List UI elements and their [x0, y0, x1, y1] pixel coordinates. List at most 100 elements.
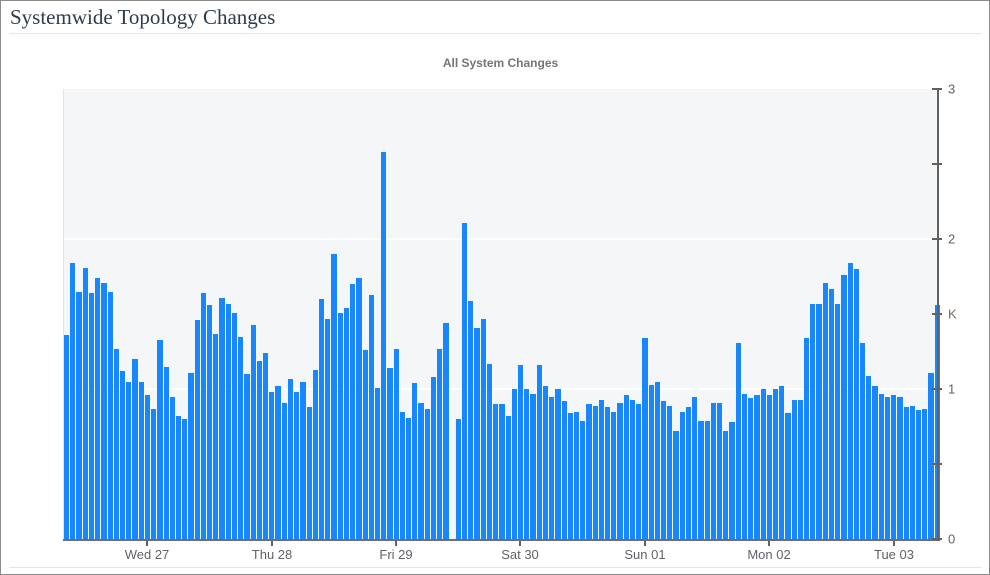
bar[interactable] [791, 399, 797, 539]
bar[interactable] [101, 282, 107, 539]
bar[interactable] [536, 365, 542, 539]
bar[interactable] [704, 420, 710, 539]
bar[interactable] [841, 275, 847, 539]
bar[interactable] [318, 299, 325, 539]
bar[interactable] [735, 342, 741, 539]
bar[interactable] [350, 284, 356, 539]
bar[interactable] [437, 348, 443, 539]
bar[interactable] [157, 339, 163, 539]
bar[interactable] [219, 297, 225, 539]
bar[interactable] [922, 408, 928, 539]
bar[interactable] [878, 393, 884, 539]
bar[interactable] [729, 422, 735, 539]
bar[interactable] [623, 395, 629, 539]
bar[interactable] [244, 374, 250, 539]
bar[interactable] [549, 396, 555, 539]
bar[interactable] [891, 395, 897, 539]
bar[interactable] [399, 411, 406, 539]
bar[interactable] [698, 420, 704, 539]
bar[interactable] [88, 293, 95, 539]
bar[interactable] [406, 417, 412, 539]
bar[interactable] [325, 318, 331, 539]
bar[interactable] [679, 411, 685, 539]
bar[interactable] [393, 348, 399, 539]
bar[interactable] [182, 419, 188, 539]
bar[interactable] [524, 389, 530, 539]
bar[interactable] [542, 386, 549, 539]
bar[interactable] [828, 288, 835, 539]
bar[interactable] [779, 386, 785, 539]
bar[interactable] [772, 389, 779, 539]
bar[interactable] [884, 396, 891, 539]
bar[interactable] [530, 393, 536, 539]
bar[interactable] [561, 401, 567, 539]
bar[interactable] [835, 303, 841, 539]
bar[interactable] [810, 303, 816, 539]
bar[interactable] [412, 383, 418, 539]
bar[interactable] [387, 368, 393, 539]
bar[interactable] [486, 363, 493, 539]
bar[interactable] [269, 392, 275, 539]
bar[interactable] [300, 381, 306, 539]
bar[interactable] [822, 282, 828, 539]
bar[interactable] [474, 327, 480, 539]
bar[interactable] [132, 359, 138, 539]
bar[interactable] [716, 402, 723, 539]
bar[interactable] [113, 348, 119, 539]
bar[interactable] [872, 386, 878, 539]
bar[interactable] [306, 407, 312, 539]
bar[interactable] [455, 419, 461, 539]
bar[interactable] [263, 353, 269, 539]
bar[interactable] [213, 333, 219, 539]
bar[interactable] [573, 411, 580, 539]
bar[interactable] [654, 381, 660, 539]
bar[interactable] [126, 381, 132, 539]
bar[interactable] [424, 408, 430, 539]
bar[interactable] [70, 263, 76, 539]
bar[interactable] [281, 402, 287, 539]
bar[interactable] [82, 267, 88, 539]
bar[interactable] [847, 263, 853, 539]
bar[interactable] [673, 431, 679, 539]
bar[interactable] [64, 335, 70, 539]
bar[interactable] [511, 389, 517, 539]
bar[interactable] [337, 312, 343, 539]
bar[interactable] [443, 323, 449, 539]
bar[interactable] [343, 308, 350, 539]
bar[interactable] [517, 365, 524, 539]
bar[interactable] [685, 407, 692, 539]
bar[interactable] [785, 413, 791, 539]
bar[interactable] [381, 152, 387, 539]
bar[interactable] [909, 405, 915, 539]
bar[interactable] [493, 404, 499, 539]
bar[interactable] [331, 254, 337, 539]
bar[interactable] [903, 407, 909, 539]
bar[interactable] [430, 377, 437, 539]
bar[interactable] [766, 395, 772, 539]
bar[interactable] [194, 320, 200, 539]
bar[interactable] [362, 350, 368, 539]
bar[interactable] [312, 369, 318, 539]
bar[interactable] [374, 387, 381, 539]
bar[interactable] [462, 222, 468, 539]
bar[interactable] [748, 398, 754, 539]
bar[interactable] [723, 431, 729, 539]
bar[interactable] [238, 336, 244, 539]
bar[interactable] [648, 384, 654, 539]
bar[interactable] [207, 305, 213, 539]
bar[interactable] [151, 408, 157, 539]
bar[interactable] [866, 375, 872, 539]
bar[interactable] [169, 396, 175, 539]
bar[interactable] [368, 294, 374, 539]
bar[interactable] [144, 395, 151, 539]
bar[interactable] [499, 404, 505, 539]
bar[interactable] [598, 399, 605, 539]
bar[interactable] [505, 416, 511, 539]
bar[interactable] [163, 366, 169, 539]
bar[interactable] [138, 381, 144, 539]
bar[interactable] [611, 411, 617, 539]
bar[interactable] [754, 395, 760, 539]
bar[interactable] [692, 396, 698, 539]
bar[interactable] [661, 401, 667, 539]
bar[interactable] [231, 312, 238, 539]
